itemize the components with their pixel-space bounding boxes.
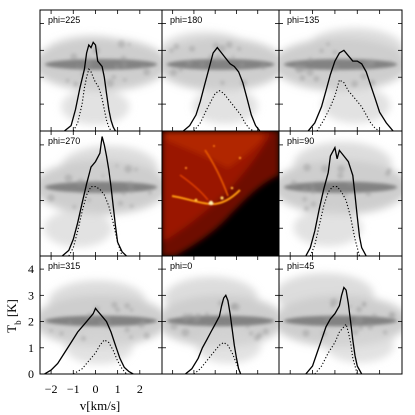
y-tick-label: 4 (28, 262, 34, 276)
panel-phi-45: phi=45 (279, 256, 402, 375)
panel-phi-270: phi=270 (40, 131, 162, 257)
x-tick-label: 1 (115, 382, 121, 396)
dotted-profile-line (73, 339, 127, 374)
dotted-profile-line (314, 323, 358, 374)
panel-label: phi=90 (287, 136, 314, 146)
panel-grid: phi=225 phi=180 phi=135 phi=270 phi=90 phi=31… (40, 10, 402, 375)
solid-profile-line (44, 307, 134, 374)
solid-profile-line (182, 46, 261, 131)
y-tick-label: 3 (28, 288, 34, 302)
y-tick-labels: 0 1 2 3 4 (28, 262, 34, 381)
dotted-profile-line (193, 90, 254, 131)
y-tick-label: 1 (28, 341, 34, 355)
x-tick-label: −2 (45, 382, 58, 396)
panel-phi-0: phi=0 (162, 256, 279, 375)
solid-profile-line (61, 136, 127, 256)
dotted-profile-line (193, 341, 242, 374)
y-axis-label: Tb [K] (4, 299, 23, 333)
panel-frame (39, 9, 403, 375)
x-tick-labels: −2 −1 0 1 2 (45, 382, 143, 396)
panel-phi-90: phi=90 (279, 131, 402, 257)
panel-label: phi=0 (170, 261, 192, 271)
y-tick-label: 0 (28, 367, 34, 381)
x-tick-label: −1 (67, 382, 80, 396)
panel-phi-225: phi=225 (40, 10, 162, 132)
panel-label: phi=180 (170, 15, 202, 25)
panel-phi-315: phi=315 (40, 256, 162, 375)
panel-label: phi=45 (287, 261, 314, 271)
solid-profile-line (305, 145, 367, 256)
panel-phi-135: phi=135 (279, 10, 402, 132)
dotted-profile-line (68, 186, 123, 256)
panel-label: phi=270 (48, 136, 80, 146)
x-axis-label: v[km/s] (80, 398, 120, 413)
gray-cloud-map (279, 141, 402, 247)
panel-label: phi=315 (48, 261, 80, 271)
solid-profile-line (184, 294, 242, 374)
x-tick-label: 0 (92, 382, 98, 396)
panel-label: phi=135 (287, 15, 319, 25)
panel-label: phi=225 (48, 15, 80, 25)
dotted-profile-line (316, 79, 380, 131)
panel-phi-180: phi=180 (162, 10, 279, 132)
gray-cloud-map (279, 273, 402, 363)
x-tick-label: 2 (137, 382, 143, 396)
solid-profile-line (305, 286, 363, 374)
y-tick-label: 2 (28, 315, 34, 329)
dotted-profile-line (309, 186, 361, 256)
solid-profile-line (307, 49, 394, 131)
solid-profile-line (63, 41, 116, 131)
center-heatmap (162, 131, 279, 256)
